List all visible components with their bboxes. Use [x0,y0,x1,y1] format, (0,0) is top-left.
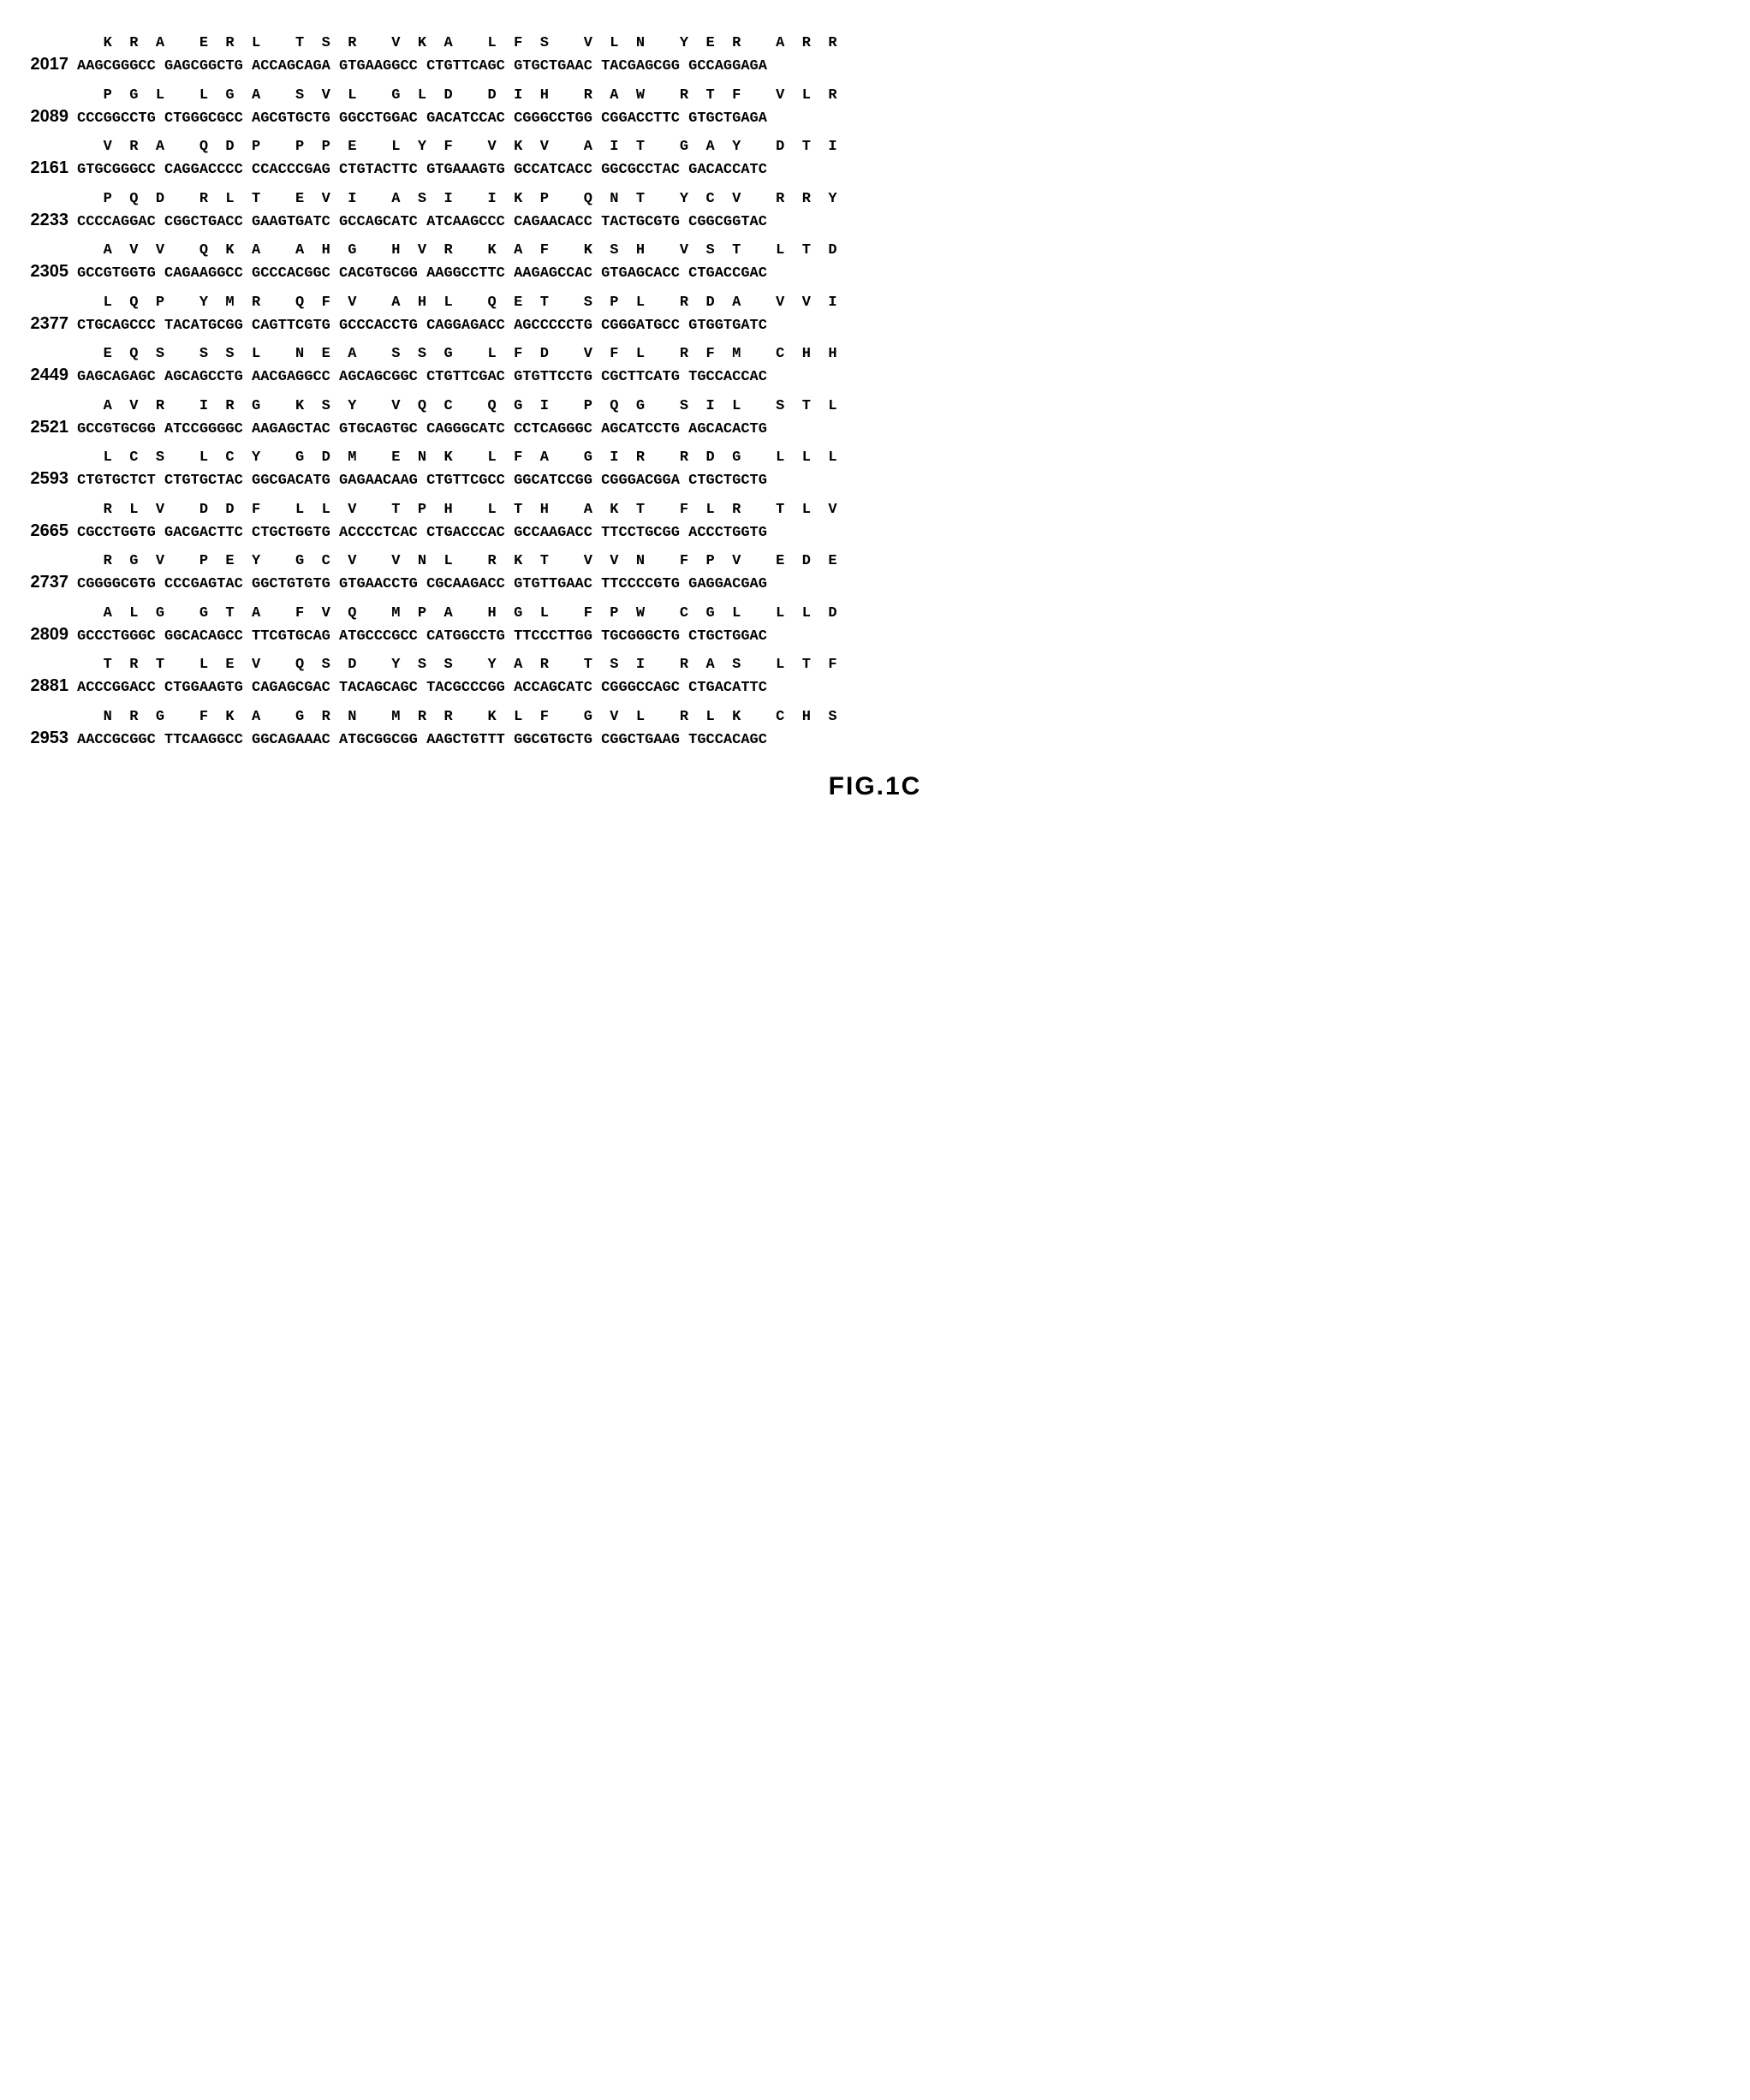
position-label: 2161 [17,158,68,179]
amino-acid-row: A V V Q K A A H G H V R K A F K S H V S … [17,241,837,259]
amino-acid-row: R L V D D F L L V T P H L T H A K T F L … [17,501,837,519]
dna-sequence-text: GAGCAGAGC AGCAGCCTG AACGAGGCC AGCAGCGGC … [77,368,767,386]
nucleotide-row: 2017 AAGCGGGCC GAGCGGCTG ACCAGCAGA GTGAAG… [17,54,767,75]
nucleotide-row: 2737 CGGGGCGTG CCCGAGTAC GGCTGTGTG GTGAAC… [17,572,767,593]
nucleotide-row: 2809 GCCCTGGGC GGCACAGCC TTCGTGCAG ATGCCC… [17,624,767,645]
amino-acid-row: A V R I R G K S Y V Q C Q G I P Q G S I … [17,397,837,415]
position-label: 2377 [17,313,68,335]
dna-sequence-text: AAGCGGGCC GAGCGGCTG ACCAGCAGA GTGAAGGCC … [77,57,767,75]
aa-sequence-text: R L V D D F L L V T P H L T H A K T F L … [77,501,837,519]
dna-sequence-text: GCCCTGGGC GGCACAGCC TTCGTGCAG ATGCCCGCC … [77,628,767,645]
nucleotide-row: 2161 GTGCGGGCC CAGGACCCC CCACCCGAG CTGTAC… [17,158,767,179]
position-label: 2449 [17,365,68,386]
dna-sequence-text: CGGGGCGTG CCCGAGTAC GGCTGTGTG GTGAACCTG … [77,575,767,593]
amino-acid-row: L Q P Y M R Q F V A H L Q E T S P L R D … [17,294,837,312]
dna-sequence-text: CTGCAGCCC TACATGCGG CAGTTCGTG GCCCACCTG … [77,317,767,335]
amino-acid-row: N R G F K A G R N M R R K L F G V L R L … [17,708,837,726]
position-label: 2233 [17,210,68,231]
nucleotide-row: 2593 CTGTGCTCT CTGTGCTAC GGCGACATG GAGAAC… [17,468,767,490]
nucleotide-row: 2305 GCCGTGGTG CAGAAGGCC GCCCACGGC CACGTG… [17,261,767,283]
aa-sequence-text: P Q D R L T E V I A S I I K P Q N T Y C … [77,190,837,208]
position-label: 2737 [17,572,68,593]
position-label: 2017 [17,54,68,75]
nucleotide-row: 2377 CTGCAGCCC TACATGCGG CAGTTCGTG GCCCAC… [17,313,767,335]
figure-label: FIG.1C [17,772,1733,801]
amino-acid-row: V R A Q D P P P E L Y F V K V A I T G A … [17,138,837,156]
amino-acid-row: A L G G T A F V Q M P A H G L F P W C G … [17,604,837,622]
aa-sequence-text: E Q S S S L N E A S S G L F D V F L R F … [77,345,837,363]
aa-sequence-text: A V R I R G K S Y V Q C Q G I P Q G S I … [77,397,837,415]
position-label: 2089 [17,106,68,128]
dna-sequence-text: AACCGCGGC TTCAAGGCC GGCAGAAAC ATGCGGCGG … [77,731,767,749]
nucleotide-row: 2449 GAGCAGAGC AGCAGCCTG AACGAGGCC AGCAGC… [17,365,767,386]
position-label: 2953 [17,728,68,749]
nucleotide-row: 2881 ACCCGGACC CTGGAAGTG CAGAGCGAC TACAGC… [17,675,767,697]
dna-sequence-text: CGCCTGGTG GACGACTTC CTGCTGGTG ACCCCTCAC … [77,524,767,542]
dna-sequence-text: ACCCGGACC CTGGAAGTG CAGAGCGAC TACAGCAGC … [77,679,767,697]
position-label: 2809 [17,624,68,645]
dna-sequence-text: CCCCAGGAC CGGCTGACC GAAGTGATC GCCAGCATC … [77,213,767,231]
amino-acid-row: R G V P E Y G C V V N L R K T V V N F P … [17,552,837,570]
position-label: 2665 [17,521,68,542]
nucleotide-row: 2521 GCCGTGCGG ATCCGGGGC AAGAGCTAC GTGCAG… [17,417,767,438]
aa-sequence-text: T R T L E V Q S D Y S S Y A R T S I R A … [77,656,837,674]
dna-sequence-text: GCCGTGGTG CAGAAGGCC GCCCACGGC CACGTGCGG … [77,265,767,283]
amino-acid-row: K R A E R L T S R V K A L F S V L N Y E … [17,34,837,52]
amino-acid-row: P Q D R L T E V I A S I I K P Q N T Y C … [17,190,837,208]
dna-sequence-text: CCCGGCCTG CTGGGCGCC AGCGTGCTG GGCCTGGAC … [77,110,767,128]
dna-sequence-text: GTGCGGGCC CAGGACCCC CCACCCGAG CTGTACTTC … [77,161,767,179]
amino-acid-row: E Q S S S L N E A S S G L F D V F L R F … [17,345,837,363]
nucleotide-row: 2953 AACCGCGGC TTCAAGGCC GGCAGAAAC ATGCGG… [17,728,767,749]
amino-acid-row: L C S L C Y G D M E N K L F A G I R R D … [17,449,837,467]
aa-sequence-text: A V V Q K A A H G H V R K A F K S H V S … [77,241,837,259]
position-label: 2881 [17,675,68,697]
nucleotide-row: 2233 CCCCAGGAC CGGCTGACC GAAGTGATC GCCAGC… [17,210,767,231]
amino-acid-row: T R T L E V Q S D Y S S Y A R T S I R A … [17,656,837,674]
aa-sequence-text: V R A Q D P P P E L Y F V K V A I T G A … [77,138,837,156]
aa-sequence-text: L Q P Y M R Q F V A H L Q E T S P L R D … [77,294,837,312]
aa-sequence-text: K R A E R L T S R V K A L F S V L N Y E … [77,34,837,52]
dna-sequence-text: GCCGTGCGG ATCCGGGGC AAGAGCTAC GTGCAGTGC … [77,420,767,438]
position-label: 2521 [17,417,68,438]
nucleotide-row: 2089 CCCGGCCTG CTGGGCGCC AGCGTGCTG GGCCTG… [17,106,767,128]
sequence-alignment-block: K R A E R L T S R V K A L F S V L N Y E … [17,26,1733,751]
aa-sequence-text: L C S L C Y G D M E N K L F A G I R R D … [77,449,837,467]
aa-sequence-text: R G V P E Y G C V V N L R K T V V N F P … [77,552,837,570]
position-label: 2593 [17,468,68,490]
dna-sequence-text: CTGTGCTCT CTGTGCTAC GGCGACATG GAGAACAAG … [77,472,767,490]
amino-acid-row: P G L L G A S V L G L D D I H R A W R T … [17,86,837,104]
aa-sequence-text: N R G F K A G R N M R R K L F G V L R L … [77,708,837,726]
position-label: 2305 [17,261,68,283]
nucleotide-row: 2665 CGCCTGGTG GACGACTTC CTGCTGGTG ACCCCT… [17,521,767,542]
aa-sequence-text: P G L L G A S V L G L D D I H R A W R T … [77,86,837,104]
aa-sequence-text: A L G G T A F V Q M P A H G L F P W C G … [77,604,837,622]
